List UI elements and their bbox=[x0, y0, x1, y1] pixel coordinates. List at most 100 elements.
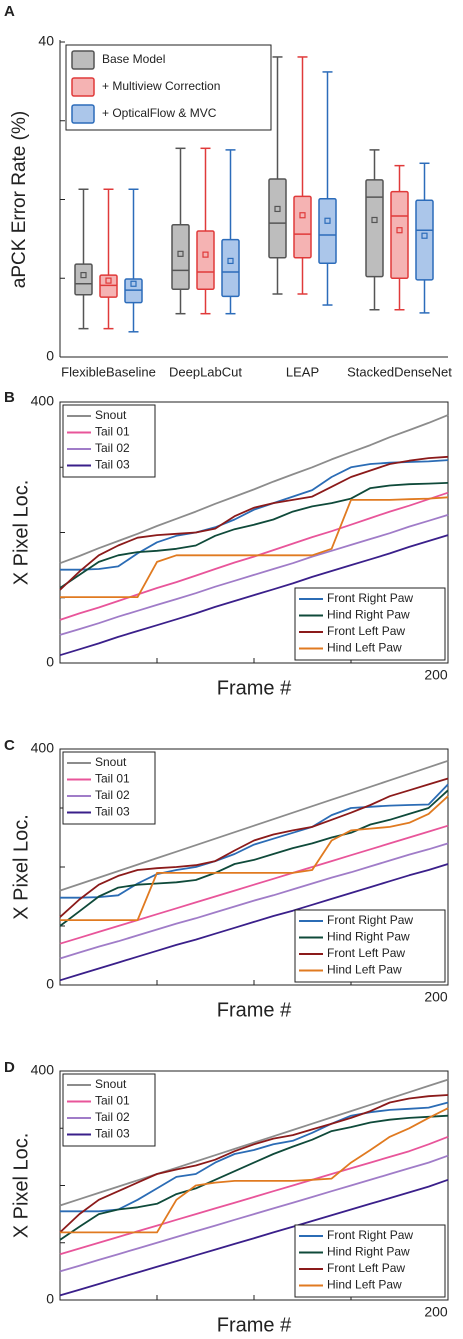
series-line bbox=[59, 1135, 449, 1256]
legend-label: Hind Left Paw bbox=[327, 641, 402, 655]
box bbox=[390, 190, 409, 279]
y-tick-label: 0 bbox=[46, 976, 54, 992]
series-line bbox=[59, 824, 449, 945]
legend-label: + Multiview Correction bbox=[102, 79, 220, 93]
y-tick-label: 0 bbox=[46, 1291, 54, 1307]
box bbox=[365, 179, 384, 278]
panel-label: B bbox=[4, 389, 15, 406]
panel-label: C bbox=[4, 737, 15, 754]
legend-label: Tail 03 bbox=[95, 458, 130, 472]
box bbox=[171, 223, 190, 291]
legend-label: Snout bbox=[95, 408, 127, 422]
legend-label: Tail 02 bbox=[95, 1110, 130, 1124]
mean bbox=[105, 277, 112, 284]
legend-label: Hind Right Paw bbox=[327, 608, 410, 622]
box bbox=[415, 199, 434, 281]
x-tick-label: FlexibleBaseline bbox=[61, 364, 156, 379]
panel-label: D bbox=[4, 1059, 15, 1076]
y-axis-title: X Pixel Loc. bbox=[10, 814, 32, 920]
series-line bbox=[59, 455, 449, 591]
series-line bbox=[59, 863, 449, 982]
legend-label: Snout bbox=[95, 1077, 127, 1091]
x-axis-title: Frame # bbox=[217, 677, 292, 699]
legend-swatch bbox=[71, 50, 95, 70]
box bbox=[268, 178, 287, 259]
y-tick-label: 0 bbox=[46, 348, 54, 364]
y-tick-label: 400 bbox=[31, 393, 55, 409]
series-line bbox=[59, 1078, 449, 1207]
series-line bbox=[60, 783, 449, 899]
mean bbox=[421, 232, 428, 239]
legend-label: Front Right Paw bbox=[327, 913, 413, 927]
legend-label: Hind Right Paw bbox=[327, 1245, 410, 1259]
series-line bbox=[59, 842, 449, 960]
box bbox=[99, 274, 118, 298]
mean bbox=[130, 280, 137, 287]
y-tick-label: 40 bbox=[38, 33, 54, 49]
legend-swatch bbox=[71, 104, 95, 124]
series-line bbox=[59, 1154, 449, 1273]
legend-label: Tail 03 bbox=[95, 1127, 130, 1141]
legend-label: Hind Left Paw bbox=[327, 1278, 402, 1292]
series-line bbox=[59, 759, 449, 892]
series-line bbox=[60, 459, 449, 571]
legend-box bbox=[65, 44, 272, 131]
x-tick-label: 200 bbox=[424, 989, 448, 1005]
series-line bbox=[59, 1114, 449, 1241]
legend-label: Front Right Paw bbox=[327, 1228, 413, 1242]
series-line bbox=[60, 1101, 449, 1213]
y-axis-title: aPCK Error Rate (%) bbox=[9, 111, 30, 288]
series-line bbox=[59, 777, 449, 918]
mean bbox=[227, 257, 234, 265]
legend-label: Tail 01 bbox=[95, 772, 130, 786]
series-line bbox=[59, 1178, 449, 1297]
legend-label: + OpticalFlow & MVC bbox=[102, 106, 217, 120]
series-line bbox=[59, 534, 449, 657]
x-tick-label: StackedDenseNet bbox=[347, 364, 452, 379]
mean bbox=[202, 251, 209, 258]
legend-label: Hind Left Paw bbox=[327, 963, 402, 977]
series-line bbox=[59, 491, 449, 621]
y-tick-label: 0 bbox=[46, 654, 54, 670]
x-axis-title: Frame # bbox=[217, 999, 292, 1021]
series-line bbox=[59, 482, 449, 589]
legend-label: Tail 02 bbox=[95, 441, 130, 455]
legend-label: Tail 03 bbox=[95, 805, 130, 819]
legend-label: Tail 02 bbox=[95, 788, 130, 802]
panel-label: A bbox=[4, 3, 15, 20]
box bbox=[196, 230, 215, 291]
series-line bbox=[59, 414, 449, 565]
y-tick-label: 400 bbox=[31, 740, 55, 756]
legend-label: Base Model bbox=[102, 52, 165, 66]
x-tick-label: DeepLabCut bbox=[169, 364, 242, 379]
x-tick-label: LEAP bbox=[286, 364, 319, 379]
legend-label: Front Left Paw bbox=[327, 624, 405, 638]
box bbox=[293, 195, 312, 259]
mean bbox=[177, 250, 184, 257]
legend-swatch bbox=[71, 77, 95, 97]
legend-label: Snout bbox=[95, 755, 127, 769]
y-axis-title: X Pixel Loc. bbox=[10, 480, 32, 586]
x-tick-label: 200 bbox=[424, 667, 448, 683]
legend-label: Tail 01 bbox=[95, 425, 130, 439]
y-tick-label: 400 bbox=[31, 1062, 55, 1078]
legend-label: Front Left Paw bbox=[327, 1261, 405, 1275]
legend-label: Front Right Paw bbox=[327, 591, 413, 605]
box bbox=[318, 197, 337, 265]
legend-label: Tail 01 bbox=[95, 1094, 130, 1108]
box bbox=[221, 238, 240, 298]
mean bbox=[274, 205, 281, 213]
mean bbox=[299, 212, 306, 219]
box bbox=[74, 263, 93, 296]
x-axis-title: Frame # bbox=[217, 1314, 292, 1336]
mean bbox=[396, 227, 403, 234]
legend-label: Hind Right Paw bbox=[327, 930, 410, 944]
series-line bbox=[59, 789, 449, 927]
legend-label: Front Left Paw bbox=[327, 946, 405, 960]
y-axis-title: X Pixel Loc. bbox=[10, 1133, 32, 1239]
series-line bbox=[59, 514, 449, 636]
series-line bbox=[60, 795, 449, 921]
mean bbox=[371, 216, 378, 224]
